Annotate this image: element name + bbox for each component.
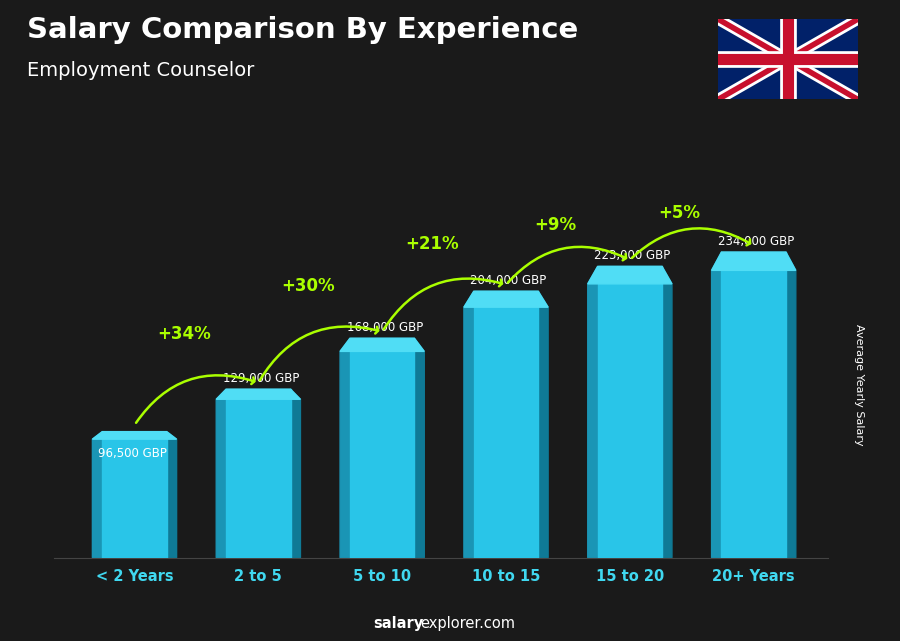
Polygon shape	[93, 431, 176, 439]
Polygon shape	[786, 252, 796, 558]
Polygon shape	[473, 291, 538, 558]
Polygon shape	[712, 252, 722, 558]
Text: +5%: +5%	[659, 204, 700, 222]
Text: 204,000 GBP: 204,000 GBP	[471, 274, 546, 287]
Polygon shape	[340, 338, 424, 351]
Polygon shape	[712, 252, 796, 271]
Text: Salary Comparison By Experience: Salary Comparison By Experience	[27, 16, 578, 44]
Polygon shape	[464, 291, 548, 307]
Polygon shape	[414, 338, 424, 558]
Text: Employment Counselor: Employment Counselor	[27, 61, 255, 80]
Polygon shape	[598, 267, 662, 558]
Text: explorer.com: explorer.com	[420, 617, 516, 631]
Polygon shape	[93, 431, 103, 558]
Polygon shape	[722, 252, 786, 558]
Polygon shape	[588, 267, 672, 284]
Polygon shape	[103, 431, 166, 558]
Polygon shape	[166, 431, 176, 558]
Text: +21%: +21%	[405, 235, 458, 253]
Polygon shape	[340, 338, 350, 558]
Text: Average Yearly Salary: Average Yearly Salary	[854, 324, 865, 445]
Polygon shape	[662, 267, 672, 558]
Text: 168,000 GBP: 168,000 GBP	[346, 321, 423, 335]
Text: 129,000 GBP: 129,000 GBP	[222, 372, 299, 385]
Text: 223,000 GBP: 223,000 GBP	[594, 249, 670, 262]
Polygon shape	[538, 291, 548, 558]
Polygon shape	[216, 389, 226, 558]
Text: 234,000 GBP: 234,000 GBP	[718, 235, 795, 248]
Text: +30%: +30%	[281, 277, 335, 295]
Polygon shape	[291, 389, 301, 558]
Polygon shape	[216, 389, 301, 399]
Polygon shape	[464, 291, 473, 558]
Text: salary: salary	[374, 617, 424, 631]
Text: +34%: +34%	[158, 326, 211, 344]
Polygon shape	[226, 389, 291, 558]
Text: 96,500 GBP: 96,500 GBP	[97, 447, 166, 460]
Polygon shape	[588, 267, 598, 558]
Polygon shape	[350, 338, 414, 558]
Text: +9%: +9%	[535, 215, 577, 233]
